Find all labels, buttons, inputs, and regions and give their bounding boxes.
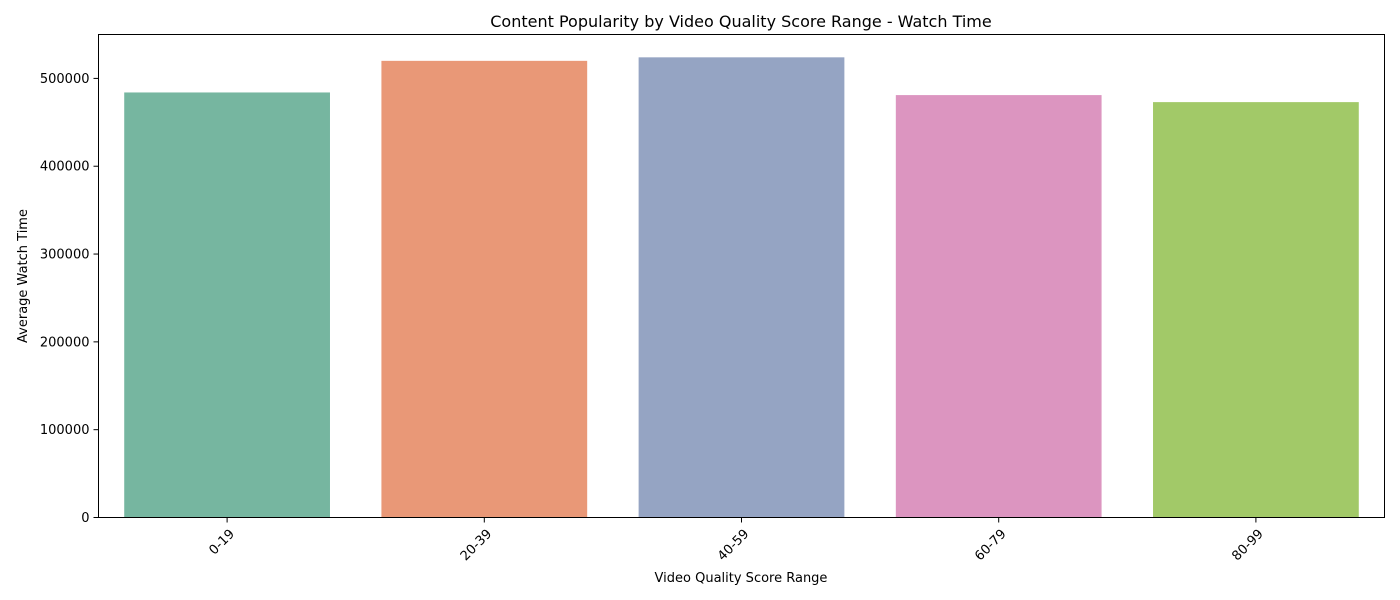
x-tick-label: 60-79 <box>972 527 1009 564</box>
x-axis-label: Video Quality Score Range <box>655 571 828 586</box>
y-tick-label: 400000 <box>40 160 90 175</box>
plot-frame <box>98 34 1385 518</box>
bar-20-39 <box>381 60 588 518</box>
x-tick-label: 80-99 <box>1229 527 1266 564</box>
y-axis-ticks: 0 100000 200000 300000 400000 500000 <box>40 72 99 526</box>
y-axis-label: Average Watch Time <box>16 209 31 343</box>
x-tick-label: 20-39 <box>458 527 495 564</box>
y-tick-label: 0 <box>81 511 89 526</box>
bar-60-79 <box>895 95 1102 518</box>
y-tick-label: 200000 <box>40 335 90 350</box>
y-tick-label: 300000 <box>40 248 90 263</box>
bar-0-19 <box>124 92 330 518</box>
chart-title: Content Popularity by Video Quality Scor… <box>490 12 991 31</box>
bar-80-99 <box>1153 102 1359 518</box>
y-tick-label: 100000 <box>40 423 90 438</box>
x-tick-label: 40-59 <box>715 527 752 564</box>
x-tick-label: 0-19 <box>206 527 237 558</box>
bars-group <box>124 57 1359 518</box>
y-tick-label: 500000 <box>40 72 90 87</box>
bar-40-59 <box>638 57 845 518</box>
x-axis-ticks: 0-19 20-39 40-59 60-79 80-99 <box>206 517 1267 564</box>
